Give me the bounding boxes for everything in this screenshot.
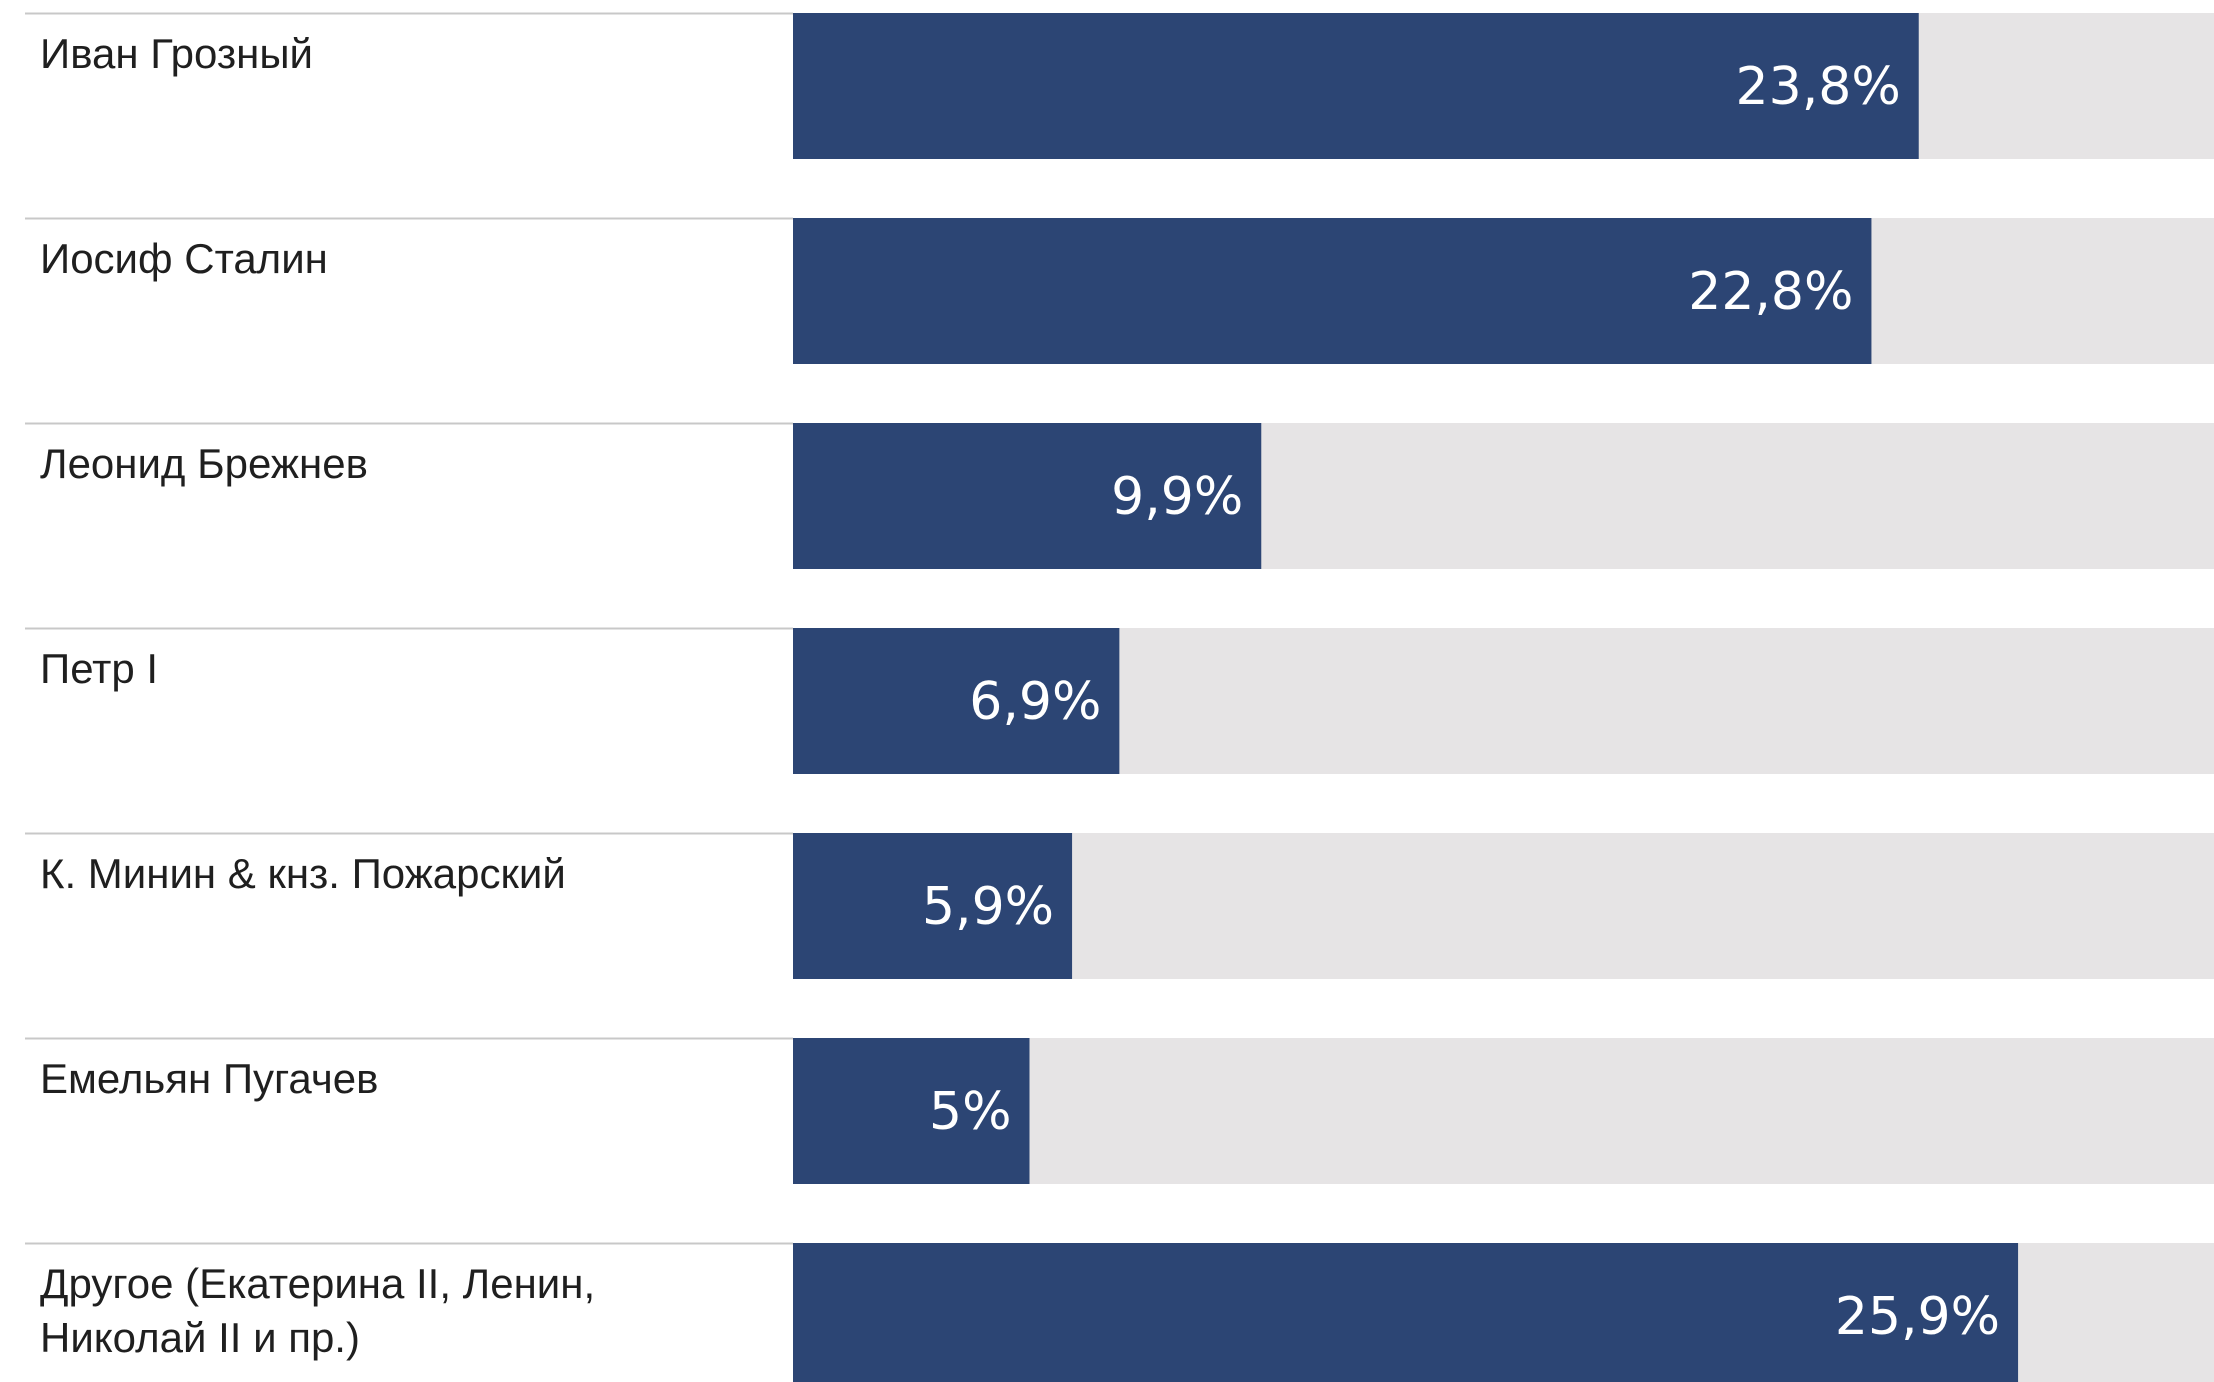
category-label-line: Другое (Екатерина II, Ленин, xyxy=(40,1260,595,1307)
bar-value-label: 22,8% xyxy=(1688,262,1853,322)
bar xyxy=(793,423,1262,569)
category-label: Леонид Брежнев xyxy=(40,440,368,487)
category-label: К. Минин & кнз. Пожарский xyxy=(40,850,566,897)
category-label-line: Петр I xyxy=(40,645,158,692)
bar xyxy=(793,13,1919,159)
bar-value-label: 6,9% xyxy=(969,672,1101,732)
category-label: Иосиф Сталин xyxy=(40,235,328,282)
bar-value-label: 5,9% xyxy=(922,877,1054,937)
category-label-line: Леонид Брежнев xyxy=(40,440,368,487)
bar-value-label: 9,9% xyxy=(1111,467,1243,527)
bar xyxy=(793,833,1073,979)
bar-track xyxy=(793,1038,2214,1184)
category-label-line: Иван Грозный xyxy=(40,30,313,77)
category-label-line: Емельян Пугачев xyxy=(40,1055,378,1102)
category-label-line: К. Минин & кнз. Пожарский xyxy=(40,850,566,897)
bar-value-label: 25,9% xyxy=(1835,1287,2000,1347)
bar xyxy=(793,1243,2019,1382)
category-label: Емельян Пугачев xyxy=(40,1055,378,1102)
bar-value-label: 5% xyxy=(929,1082,1012,1142)
category-label: Иван Грозный xyxy=(40,30,313,77)
bar xyxy=(793,628,1120,774)
category-label: Петр I xyxy=(40,645,158,692)
bar-value-label: 23,8% xyxy=(1736,57,1901,117)
category-label-line: Николай II и пр.) xyxy=(40,1314,360,1361)
bar xyxy=(793,218,1872,364)
category-label: Другое (Екатерина II, Ленин, Николай II и… xyxy=(40,1260,595,1361)
category-label-line: Иосиф Сталин xyxy=(40,235,328,282)
bar xyxy=(793,1038,1030,1184)
